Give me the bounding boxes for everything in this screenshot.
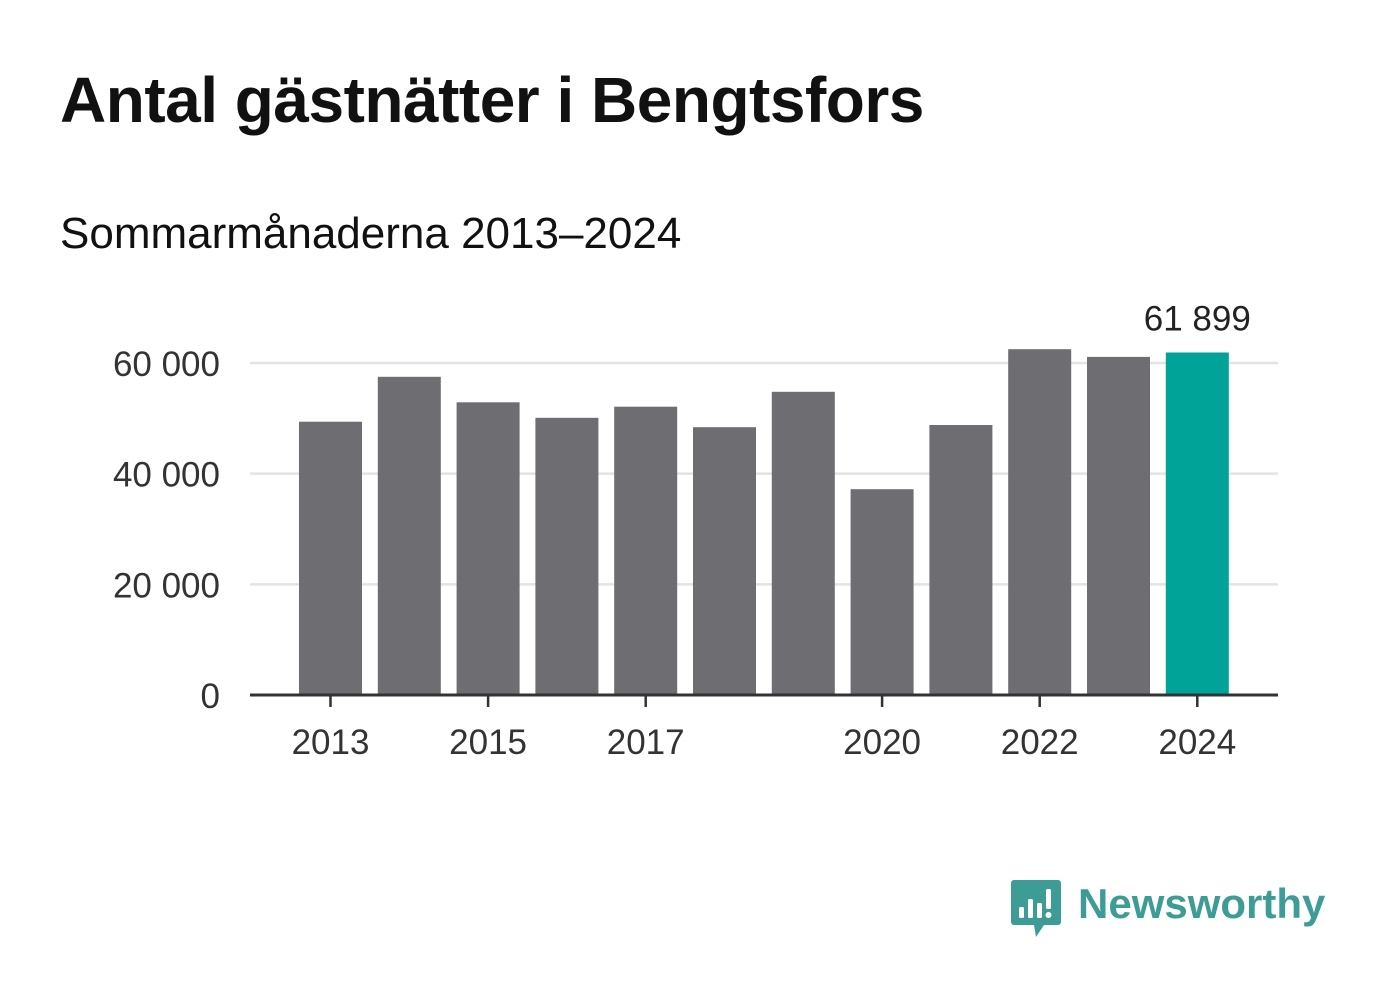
bar-2019 — [771, 391, 835, 695]
bar-2023 — [1087, 356, 1150, 695]
bar-chart-speech-bubble-icon — [1011, 880, 1061, 937]
bar-2017 — [614, 406, 678, 695]
x-tick-label: 2024 — [1158, 723, 1236, 762]
bar-chart: 0 20 000 40 000 60 000 2013 2015 2017 2020 2022 2… — [113, 299, 1278, 762]
page-subtitle: Sommarmånaderna 2013–2024 — [60, 209, 682, 258]
y-tick-label: 0 — [201, 677, 220, 716]
y-tick-label: 20 000 — [113, 566, 220, 605]
bar-2013 — [299, 421, 362, 695]
bar-2022 — [1008, 349, 1072, 695]
bar-2016 — [535, 417, 599, 695]
bar-2020 — [850, 489, 914, 695]
x-axis — [250, 693, 1278, 707]
x-tick-label: 2017 — [607, 723, 685, 762]
bars — [299, 349, 1229, 695]
y-tick-label: 60 000 — [113, 345, 220, 384]
value-label-2024: 61 899 — [1144, 299, 1251, 338]
bar-2018 — [693, 427, 756, 695]
bar-2024 — [1165, 352, 1229, 695]
x-tick-label: 2013 — [292, 723, 370, 762]
y-tick-label: 40 000 — [113, 456, 220, 495]
bar-2021 — [929, 425, 993, 695]
labels: 0 20 000 40 000 60 000 2013 2015 2017 2020 2022 2… — [113, 299, 1251, 762]
brand-name: Newsworthy — [1078, 880, 1326, 927]
page-title: Antal gästnätter i Bengtsfors — [60, 64, 924, 136]
bar-2014 — [377, 376, 441, 695]
brand-logo: Newsworthy — [1010, 878, 1325, 942]
x-tick-label: 2022 — [1001, 723, 1079, 762]
x-tick-label: 2020 — [843, 723, 921, 762]
bar-2015 — [456, 402, 520, 695]
x-tick-label: 2015 — [449, 723, 527, 762]
